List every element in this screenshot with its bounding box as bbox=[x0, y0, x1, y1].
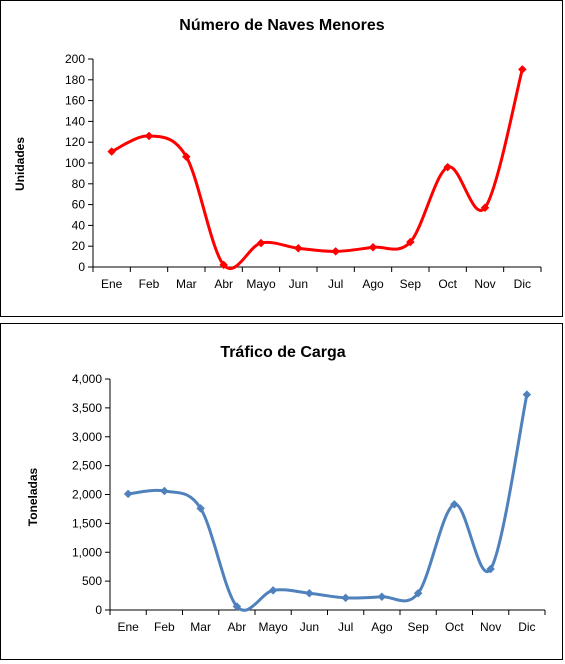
x-tick-label: Sep bbox=[407, 620, 429, 634]
x-tick-label: Mayo bbox=[246, 277, 276, 291]
y-tick-label: 1,500 bbox=[72, 516, 102, 530]
y-tick-label: 500 bbox=[82, 574, 102, 588]
x-tick-label: Feb bbox=[139, 277, 160, 291]
y-tick-label: 160 bbox=[65, 94, 85, 108]
y-tick-label: 4,000 bbox=[72, 372, 102, 386]
x-tick-label: Mar bbox=[176, 277, 197, 291]
data-point-marker bbox=[480, 203, 490, 213]
y-tick-label: 200 bbox=[65, 52, 85, 66]
x-tick-label: Ago bbox=[362, 277, 384, 291]
chart-panel-naves: Número de Naves Menores Unidades 0 20 40 60… bbox=[0, 0, 563, 317]
x-tick-label: Abr bbox=[228, 620, 247, 634]
y-tick-label: 40 bbox=[72, 218, 86, 232]
x-tick-label: Oct bbox=[445, 620, 464, 634]
chart-title: Número de Naves Menores bbox=[179, 17, 385, 34]
data-point-marker bbox=[293, 243, 303, 253]
data-point-marker bbox=[522, 390, 532, 399]
y-tick-label: 80 bbox=[72, 177, 86, 191]
data-point-marker bbox=[196, 504, 205, 513]
data-point-marker bbox=[377, 592, 387, 602]
data-point-marker bbox=[443, 162, 453, 172]
chart-title: Tráfico de Carga bbox=[220, 344, 345, 361]
y-tick-label: 100 bbox=[65, 156, 85, 170]
x-tick-label: Mar bbox=[190, 620, 211, 634]
y-tick-label: 2,000 bbox=[72, 488, 102, 502]
chart-panel-carga: Tráfico de Carga Toneladas 0 500 1,000 1,50… bbox=[0, 323, 563, 660]
data-point-marker bbox=[405, 237, 415, 247]
data-point-marker bbox=[160, 486, 169, 496]
data-point-marker bbox=[268, 586, 278, 595]
y-tick-label: 3,500 bbox=[72, 401, 102, 415]
x-tick-label: Jul bbox=[338, 620, 353, 634]
x-tick-label: Dic bbox=[514, 277, 531, 291]
y-tick-label: 180 bbox=[65, 73, 85, 87]
data-point-marker bbox=[517, 65, 527, 74]
x-tick-label: Sep bbox=[400, 277, 422, 291]
x-tick-label: Abr bbox=[214, 277, 233, 291]
series-line bbox=[126, 393, 529, 612]
x-tick-label: Ene bbox=[117, 620, 139, 634]
x-tick-label: Feb bbox=[154, 620, 175, 634]
data-point-marker bbox=[450, 499, 459, 509]
y-tick-label: 140 bbox=[65, 114, 85, 128]
data-point-marker bbox=[486, 564, 495, 574]
y-axis-label: Toneladas bbox=[26, 467, 40, 526]
x-tick-label: Jun bbox=[289, 277, 308, 291]
chart-naves-menores: Número de Naves Menores Unidades 0 20 40 60… bbox=[13, 17, 542, 291]
x-tick-label: Jul bbox=[328, 277, 343, 291]
y-tick-label: 1,000 bbox=[72, 545, 102, 559]
x-tick-label: Nov bbox=[474, 277, 495, 291]
data-point-marker bbox=[413, 588, 423, 598]
y-tick-label: 0 bbox=[78, 260, 85, 274]
chart-trafico-carga: Tráfico de Carga Toneladas 0 500 1,000 1,50… bbox=[26, 344, 546, 634]
data-point-marker bbox=[123, 489, 133, 499]
y-axis-label: Unidades bbox=[13, 137, 27, 191]
y-tick-label: 120 bbox=[65, 135, 85, 149]
data-point-marker bbox=[181, 152, 191, 162]
x-tick-label: Dic bbox=[518, 620, 535, 634]
x-tick-label: Oct bbox=[438, 277, 457, 291]
x-tick-label: Nov bbox=[480, 620, 501, 634]
x-tick-label: Ago bbox=[371, 620, 393, 634]
data-point-marker bbox=[144, 131, 154, 141]
y-tick-label: 3,000 bbox=[72, 430, 102, 444]
x-tick-label: Jun bbox=[300, 620, 319, 634]
data-point-marker bbox=[232, 602, 242, 611]
data-point-marker bbox=[256, 238, 266, 248]
y-tick-label: 0 bbox=[95, 603, 102, 617]
series-line bbox=[110, 67, 524, 270]
data-point-marker bbox=[341, 593, 350, 603]
y-tick-label: 60 bbox=[72, 198, 86, 212]
x-tick-label: Mayo bbox=[258, 620, 288, 634]
data-point-marker bbox=[107, 147, 117, 156]
y-tick-label: 20 bbox=[72, 239, 86, 253]
data-point-marker bbox=[331, 247, 341, 256]
data-point-marker bbox=[305, 588, 314, 598]
data-point-marker bbox=[219, 260, 229, 270]
x-tick-label: Ene bbox=[101, 277, 123, 291]
data-point-marker bbox=[368, 242, 378, 252]
y-tick-label: 2,500 bbox=[72, 459, 102, 473]
